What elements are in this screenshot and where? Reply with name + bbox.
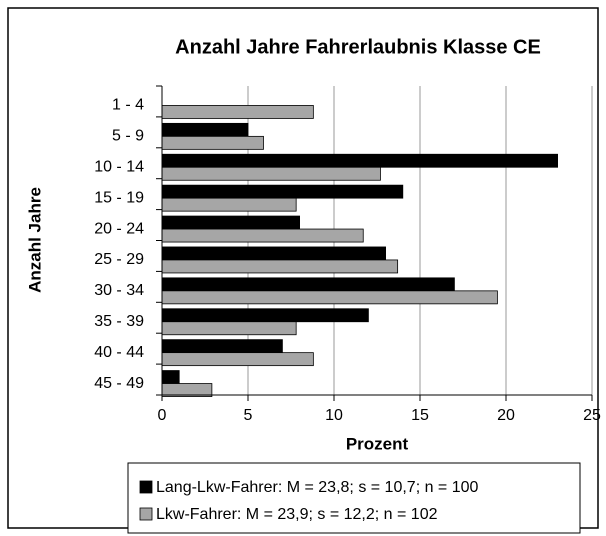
legend-swatch xyxy=(139,480,153,494)
bar xyxy=(161,308,369,323)
bar xyxy=(161,259,399,274)
x-tick-label: 10 xyxy=(325,407,343,424)
x-tick-label: 0 xyxy=(158,407,167,424)
x-tick-label: 25 xyxy=(583,407,601,424)
bar xyxy=(161,352,314,367)
y-tick-label: 30 - 34 xyxy=(94,282,144,299)
x-tick-label: 20 xyxy=(497,407,515,424)
bar xyxy=(161,184,404,199)
bar xyxy=(161,197,297,212)
y-tick-label: 1 - 4 xyxy=(112,97,144,114)
y-tick-label: 25 - 29 xyxy=(94,251,144,268)
x-tick-label: 5 xyxy=(244,407,253,424)
legend-label: Lang-Lkw-Fahrer: M = 23,8; s = 10,7; n =… xyxy=(156,479,479,496)
bar xyxy=(161,215,301,230)
bar xyxy=(161,321,297,336)
bar xyxy=(161,339,283,354)
bar xyxy=(161,105,314,119)
bar xyxy=(161,122,249,137)
y-tick-label: 20 - 24 xyxy=(94,220,144,237)
y-tick-label: 10 - 14 xyxy=(94,158,144,175)
y-axis-title: Anzahl Jahre xyxy=(25,187,44,293)
bar xyxy=(161,290,498,305)
bar xyxy=(161,246,387,261)
legend-box xyxy=(127,462,581,534)
bar xyxy=(161,153,559,168)
chart-title: Anzahl Jahre Fahrerlaubnis Klasse CE xyxy=(175,36,541,58)
bar xyxy=(161,166,381,181)
y-tick-label: 15 - 19 xyxy=(94,189,144,206)
bar xyxy=(161,370,180,384)
bar xyxy=(161,135,264,150)
legend-swatch xyxy=(139,507,153,521)
x-tick-label: 15 xyxy=(411,407,429,424)
y-tick-label: 35 - 39 xyxy=(94,313,144,330)
bar xyxy=(161,277,455,292)
legend-label: Lkw-Fahrer: M = 23,9; s = 12,2; n = 102 xyxy=(156,506,438,523)
x-axis-title: Prozent xyxy=(346,434,409,453)
bar xyxy=(161,228,364,243)
y-tick-label: 40 - 44 xyxy=(94,344,144,361)
y-tick-label: 45 - 49 xyxy=(94,375,144,392)
y-tick-label: 5 - 9 xyxy=(112,128,144,145)
